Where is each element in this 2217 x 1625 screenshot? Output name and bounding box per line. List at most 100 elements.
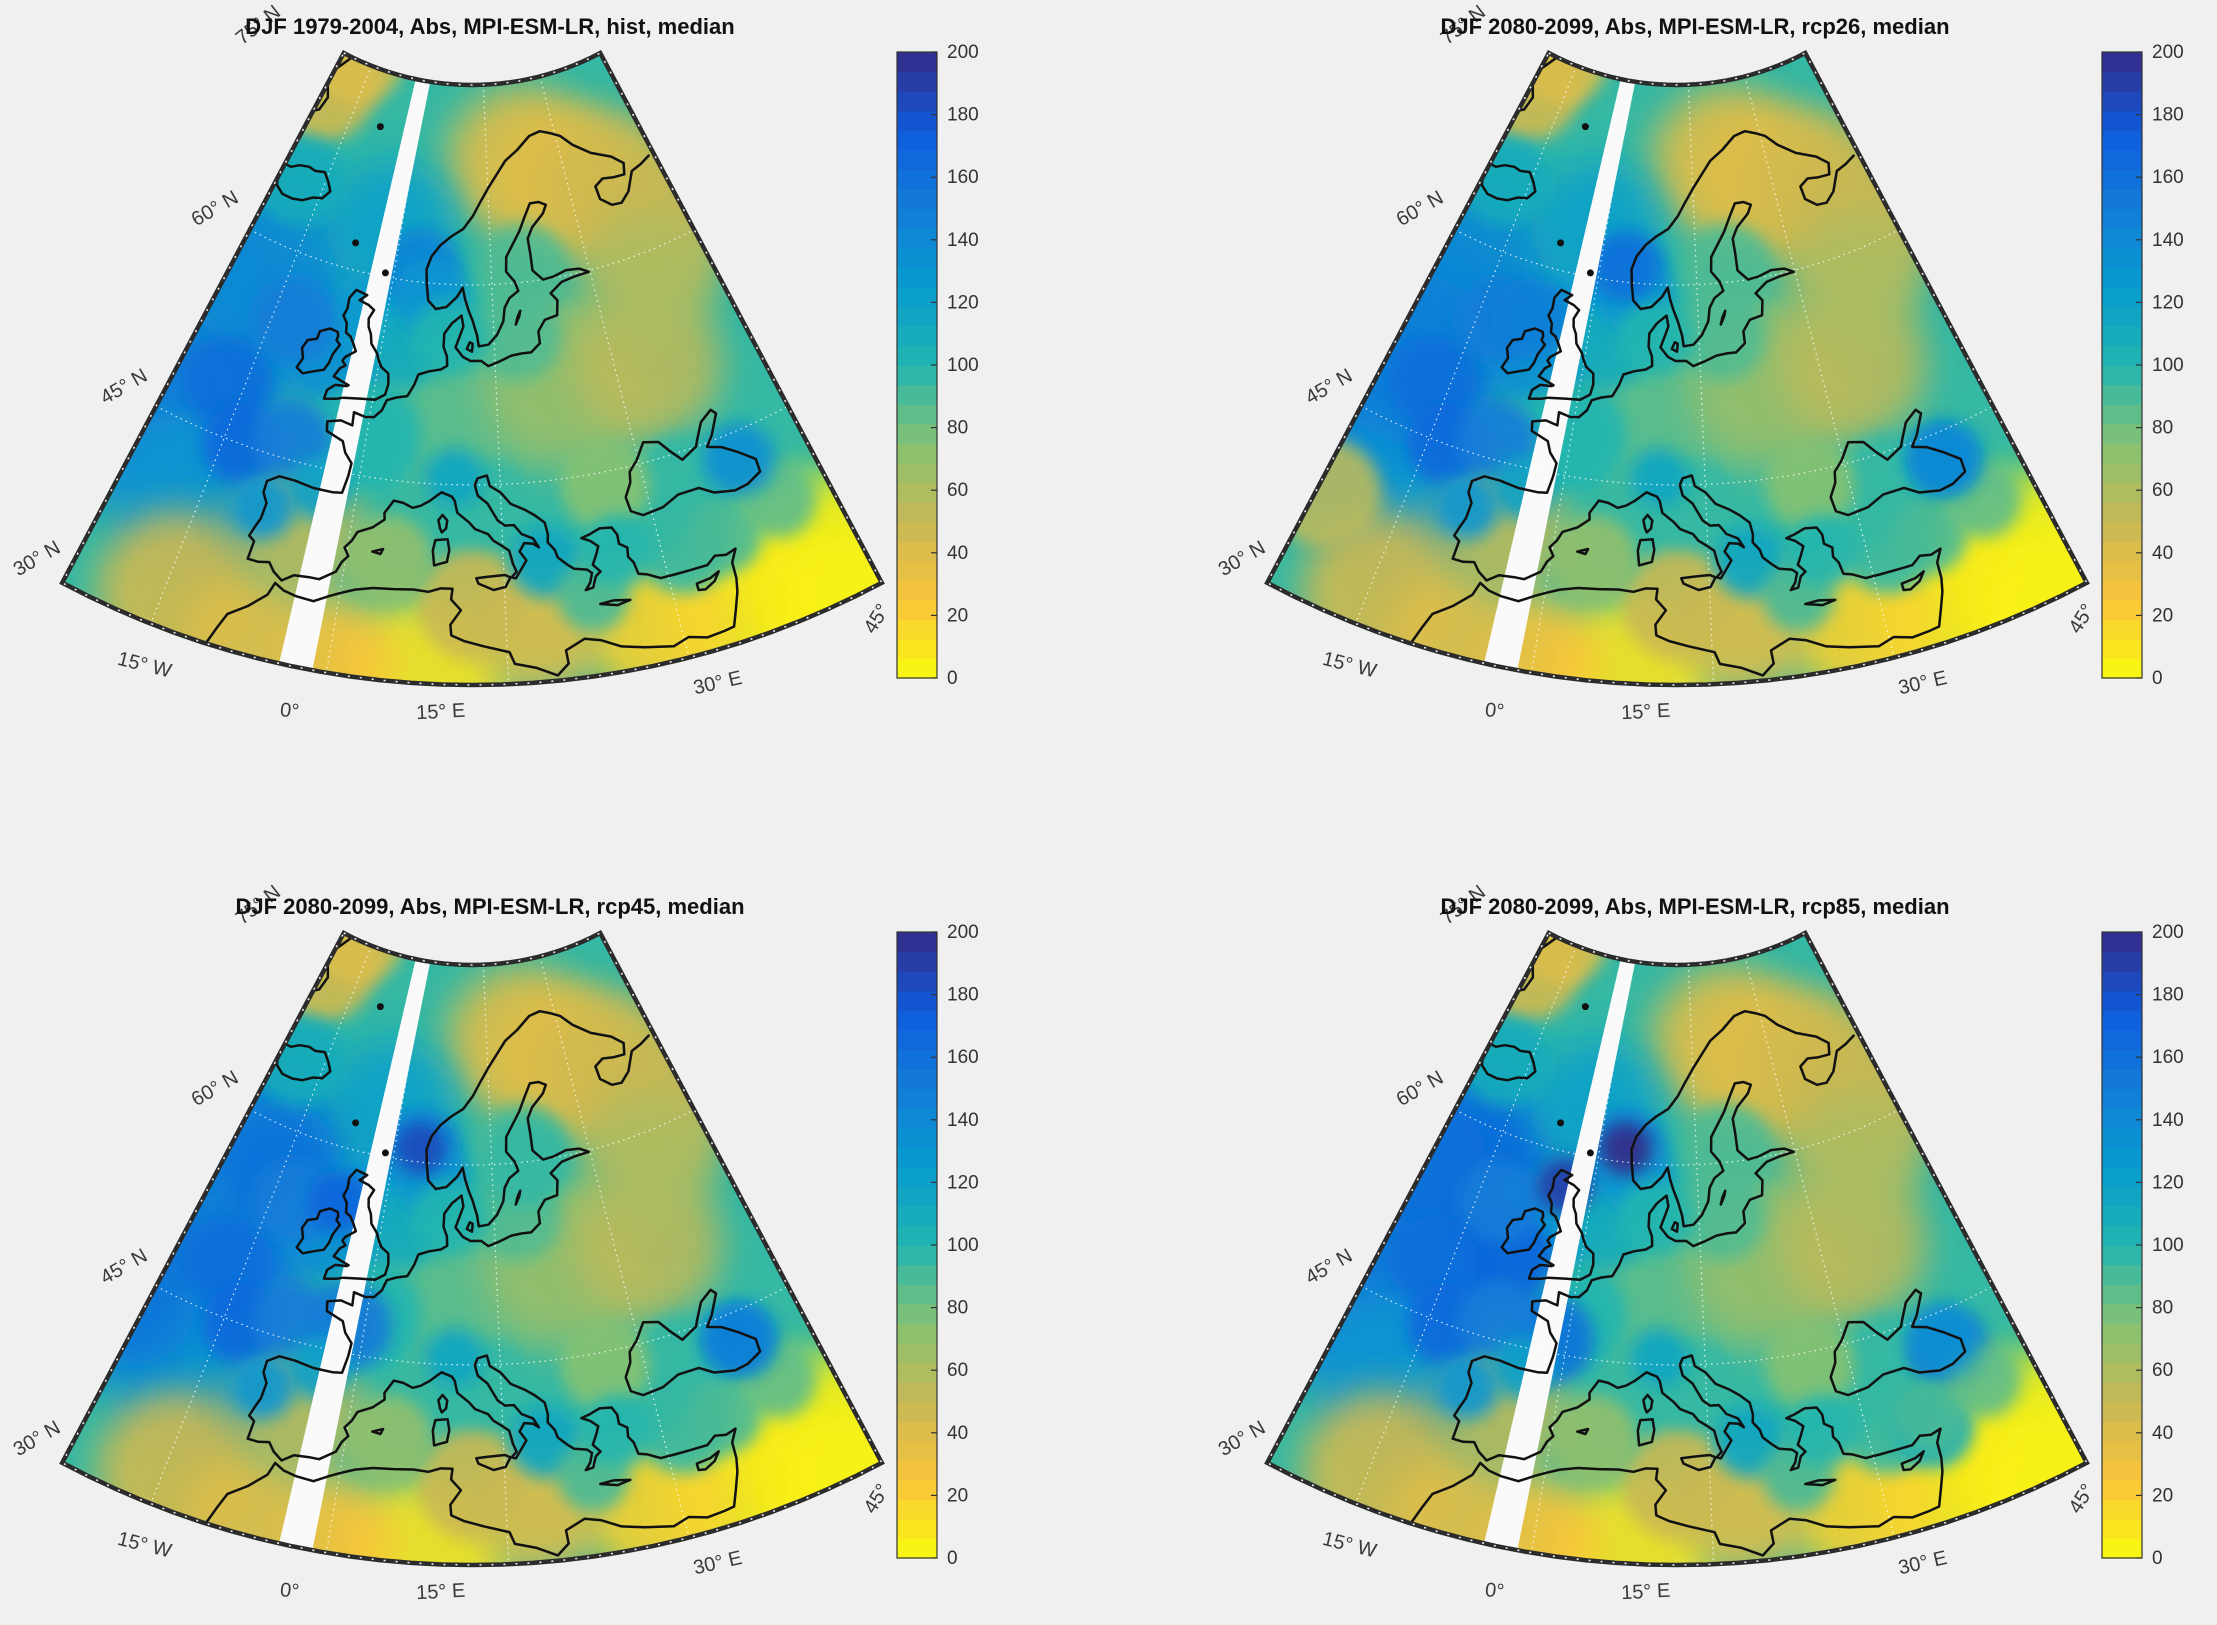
colorbar-step bbox=[2102, 365, 2142, 386]
colorbar-step bbox=[2102, 971, 2142, 992]
colorbar-step bbox=[897, 325, 937, 347]
colorbar-step bbox=[897, 1166, 937, 1188]
colorbar-step bbox=[2102, 482, 2142, 503]
colorbar-step bbox=[2102, 1205, 2142, 1227]
graticule-parallel bbox=[249, 1109, 695, 1166]
colorbar-tick-label: 100 bbox=[947, 1235, 979, 1256]
graticule-label: 60° N bbox=[188, 1067, 243, 1111]
graticule-label: 0° bbox=[1484, 1579, 1505, 1603]
colorbar-tick-label: 160 bbox=[947, 167, 979, 188]
colorbar-step bbox=[2102, 1010, 2142, 1031]
graticule-label: 15° E bbox=[416, 700, 466, 725]
colorbar-step bbox=[2102, 1381, 2142, 1403]
colorbar-step bbox=[2102, 345, 2142, 366]
colorbar-step bbox=[2102, 521, 2142, 542]
panel-hist: 75° N 60° N 45° N 30° N 15° W 0° 15° E 30° E 45°… bbox=[0, 0, 1013, 745]
colorbar-step bbox=[2102, 1186, 2142, 1207]
graticule-label: 30° E bbox=[691, 1547, 744, 1579]
missing-data-stripe bbox=[1475, 933, 1642, 1565]
colorbar-tick-label: 60 bbox=[947, 480, 968, 501]
map-svg-rcp85: 75° N 60° N 45° N 30° N 15° W 0° 15° E 30° E 45°… bbox=[1215, 881, 2184, 1605]
colorbar-step bbox=[897, 1460, 937, 1481]
graticule-label: 15° E bbox=[416, 1580, 466, 1605]
coast-crete_closed bbox=[1804, 598, 1837, 607]
colorbar-step bbox=[897, 1264, 937, 1285]
colorbar-step bbox=[897, 951, 937, 972]
map-fan bbox=[1267, 53, 2087, 685]
colorbar-step bbox=[897, 1245, 937, 1266]
colorbar-step bbox=[897, 443, 937, 464]
colorbar-step bbox=[2102, 1225, 2142, 1246]
graticule-meridian bbox=[539, 76, 690, 658]
colorbar-step bbox=[2102, 1421, 2142, 1442]
colorbar-step bbox=[897, 1499, 937, 1520]
field-blob bbox=[1461, 1015, 1552, 1106]
graticule-meridian bbox=[1687, 964, 1715, 1565]
colorbar-step bbox=[2102, 1284, 2142, 1305]
colorbar-step bbox=[897, 1029, 937, 1051]
field-blob bbox=[256, 135, 347, 226]
coast-gotland_closed bbox=[1719, 309, 1727, 326]
graticule-label: 15° E bbox=[1621, 1580, 1671, 1605]
graticule-label: 15° E bbox=[1621, 700, 1671, 725]
colorbar-step bbox=[2102, 580, 2142, 601]
field-blob bbox=[1617, 1179, 1693, 1256]
coast-medEurope bbox=[280, 1354, 619, 1472]
coast-mallorca_closed bbox=[371, 1427, 385, 1436]
field-blob bbox=[252, 1159, 337, 1244]
field-blob bbox=[1765, 440, 1856, 531]
field-blob bbox=[1617, 299, 1693, 376]
coast-ireland_closed bbox=[1500, 327, 1547, 375]
colorbar-step bbox=[2102, 91, 2142, 112]
graticule-meridian bbox=[482, 964, 510, 1565]
field-blob bbox=[702, 1302, 775, 1375]
colorbar-step bbox=[897, 560, 937, 581]
colorbar-tick-label: 140 bbox=[947, 1110, 979, 1131]
field-blob bbox=[1765, 1320, 1856, 1411]
colorbar-step bbox=[897, 619, 937, 640]
field-blob bbox=[1491, 277, 1572, 358]
coastlines bbox=[1409, 933, 1967, 1557]
colorbar-step bbox=[2102, 1518, 2142, 1540]
colorbar-tick-label: 100 bbox=[2152, 1235, 2184, 1256]
field-blob bbox=[394, 1122, 447, 1175]
coast-mainland bbox=[246, 1009, 650, 1462]
colorbar-step bbox=[897, 599, 937, 621]
colorbar-tick-label: 180 bbox=[947, 985, 979, 1006]
field-blob bbox=[471, 291, 561, 382]
colorbar-step bbox=[2102, 932, 2142, 953]
coast-gotland_closed bbox=[514, 309, 522, 326]
island-dot bbox=[381, 1149, 389, 1157]
colorbar-step bbox=[897, 990, 937, 1011]
graticule bbox=[1355, 945, 1994, 1565]
colorbar-tick-label: 20 bbox=[2152, 605, 2173, 626]
colorbar-step bbox=[2102, 1264, 2142, 1285]
map-svg-rcp26: 75° N 60° N 45° N 30° N 15° W 0° 15° E 30° E 45°… bbox=[1215, 1, 2184, 725]
coast-blackSea_closed bbox=[1829, 1288, 1967, 1397]
colorbar-step bbox=[2102, 1088, 2142, 1109]
colorbar-step bbox=[897, 149, 937, 171]
colorbar-tick-label: 0 bbox=[947, 1548, 958, 1569]
colorbar-step bbox=[897, 228, 937, 249]
colorbar-step bbox=[897, 365, 937, 386]
colorbar: 0 20 40 60 80 100 120 140 160 180 200 bbox=[896, 922, 979, 1569]
map-frame bbox=[1264, 49, 2090, 688]
colorbar-tick-label: 80 bbox=[2152, 418, 2173, 439]
field-blob bbox=[1787, 1394, 1860, 1467]
colorbar-step bbox=[897, 1205, 937, 1227]
field-blob bbox=[1891, 497, 1967, 574]
coast-cyprus_closed bbox=[695, 1450, 720, 1472]
colorbar-step bbox=[2102, 1362, 2142, 1383]
field-blob bbox=[417, 1430, 527, 1540]
graticule-meridian bbox=[1744, 956, 1895, 1538]
field-blob bbox=[582, 1394, 655, 1467]
graticule bbox=[150, 65, 789, 685]
field-blob bbox=[256, 1015, 347, 1106]
field-blob bbox=[252, 279, 337, 364]
colorbar-tick-label: 200 bbox=[947, 42, 979, 63]
colorbar-tick-label: 180 bbox=[947, 105, 979, 126]
field-blob bbox=[1622, 550, 1732, 660]
graticule-meridian bbox=[1355, 65, 1578, 624]
colorbar-step bbox=[897, 971, 937, 992]
coast-gotland_closed bbox=[514, 1189, 522, 1206]
